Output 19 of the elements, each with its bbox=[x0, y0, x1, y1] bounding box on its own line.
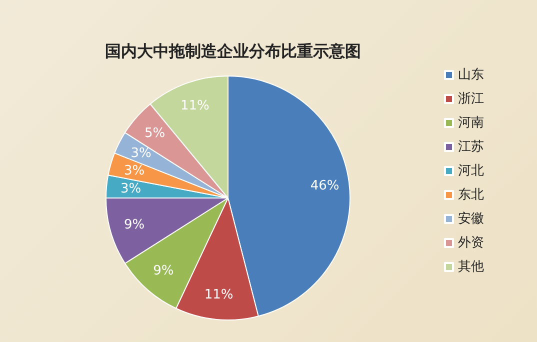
chart-title: 国内大中拖制造企业分布比重示意图 bbox=[105, 42, 361, 60]
legend-label: 山东 bbox=[458, 68, 484, 82]
legend-label: 东北 bbox=[458, 188, 484, 202]
data-label: 3% bbox=[120, 181, 142, 196]
legend-label: 河南 bbox=[458, 116, 484, 130]
legend-label: 外资 bbox=[458, 236, 484, 250]
legend-label: 河北 bbox=[458, 164, 484, 178]
legend-label: 浙江 bbox=[458, 92, 484, 106]
data-label: 11% bbox=[204, 288, 234, 303]
data-label: 11% bbox=[180, 98, 210, 114]
legend-label: 其他 bbox=[458, 260, 484, 274]
data-label: 5% bbox=[144, 126, 166, 141]
data-label: 46% bbox=[310, 178, 340, 194]
legend-label: 江苏 bbox=[458, 140, 484, 154]
data-label: 3% bbox=[130, 146, 152, 162]
data-label: 9% bbox=[124, 218, 145, 233]
data-label: 3% bbox=[124, 163, 145, 178]
data-label: 9% bbox=[153, 264, 174, 279]
legend-label: 安徽 bbox=[458, 210, 484, 226]
